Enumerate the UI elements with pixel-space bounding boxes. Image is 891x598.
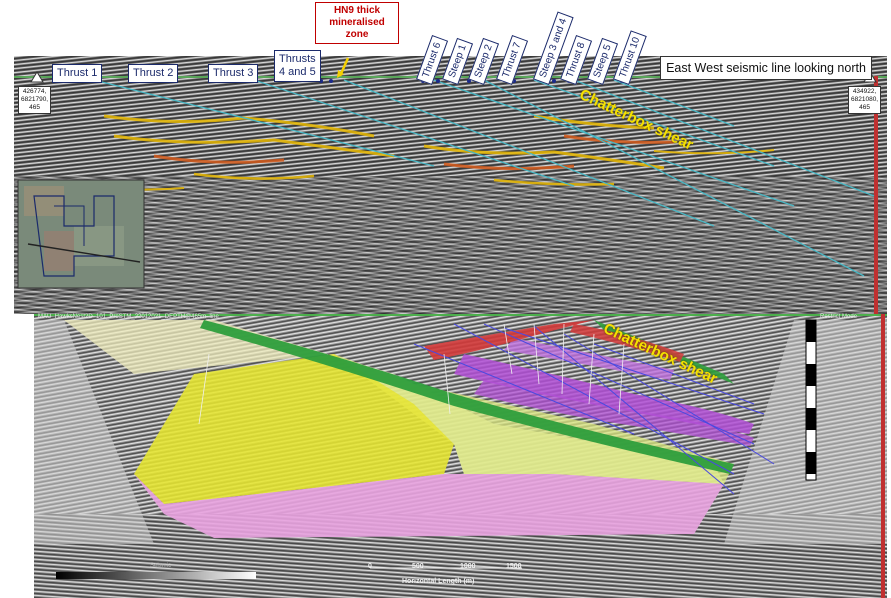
- unit-purple-band-2: [474, 380, 754, 446]
- location-map-inset: [17, 179, 145, 289]
- seismic-image-top: [14, 56, 887, 314]
- scale-caption: Horizontal Length (m): [402, 578, 475, 585]
- thrust-lines: [93, 79, 875, 277]
- scale-tick-1000: 1000: [460, 563, 476, 570]
- restrict-mode-text: Restrict Mode: [820, 314, 858, 320]
- steep-fault-lines: [198, 323, 625, 425]
- scale-tick-0: 0: [368, 563, 372, 570]
- hn9-mineralised-zone-label: HN9 thick mineralised zone: [315, 2, 399, 44]
- colorbar-label: Seismic: [150, 563, 172, 569]
- unit-red-band-2: [570, 324, 684, 362]
- unit-purple-band: [454, 354, 754, 434]
- vertical-scale-bar: [805, 319, 817, 481]
- thrusts-4-5-label: Thrusts 4 and 5: [274, 50, 321, 82]
- fault-lines: [413, 323, 775, 495]
- seismic-section-top: [14, 56, 887, 314]
- interpretation-image: [34, 314, 887, 598]
- unit-yellow: [134, 354, 454, 504]
- thrust-3-label: Thrust 3: [208, 64, 259, 83]
- thrust-1-label: Thrust 1: [52, 64, 103, 83]
- section-title: East West seismic line looking north: [660, 56, 872, 80]
- scale-tick-1500: 1500: [506, 563, 522, 570]
- mineralised-reflections: [83, 114, 775, 191]
- hn9-arrow: [337, 57, 350, 78]
- right-coordinate-box: 434922, 6821080, 465: [848, 86, 882, 114]
- unit-pink: [134, 474, 724, 538]
- unit-purple-band-3: [504, 338, 674, 380]
- colorbar: [56, 572, 256, 579]
- interpreted-section-bottom: [34, 314, 887, 598]
- unit-red-band: [424, 320, 594, 360]
- scale-tick-500: 500: [412, 563, 424, 570]
- left-coordinate-box: 426774, 6821790, 465: [18, 86, 52, 114]
- seismic-line-header: MAU_HawksNest2D_101_PreSTM_22012021_DEPT…: [38, 314, 219, 320]
- thrust-2-label: Thrust 2: [128, 64, 179, 83]
- unit-green-band: [200, 320, 734, 474]
- left-end-marker: [30, 71, 44, 83]
